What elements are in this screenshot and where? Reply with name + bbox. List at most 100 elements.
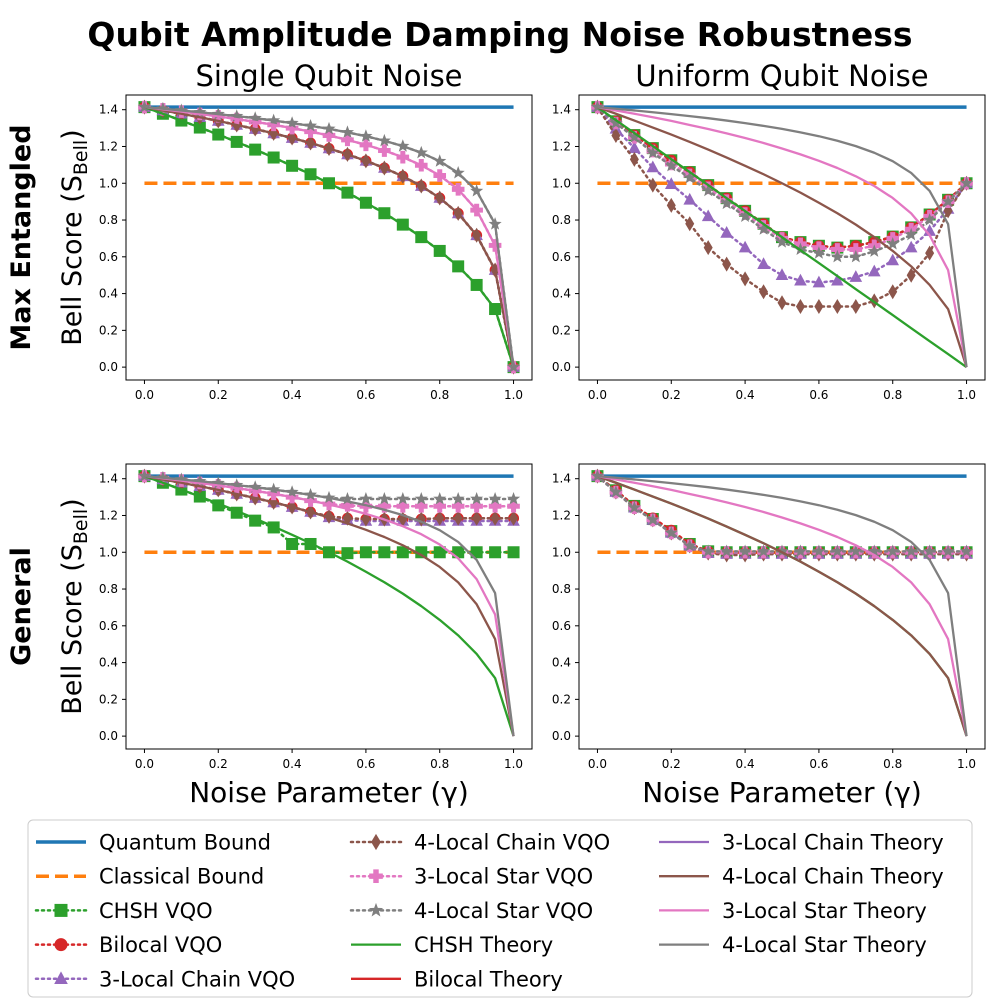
x-tick-label: 1.0 [504,388,523,402]
star4-vqo-point [609,116,623,129]
y-tick-label: 1.4 [552,472,571,486]
chain4-vqo-point [648,177,658,193]
star4-vqo-point [590,100,605,113]
chain3-vqo-point [775,268,789,280]
y-tick-label: 0.2 [552,692,571,706]
legend-marker [369,869,383,884]
y-axis-label: Bell Score (SBell) [57,129,92,345]
star4-vqo-point [959,176,974,189]
x-tick-label: 0.8 [430,388,449,402]
legend-marker [368,902,384,917]
chain4-vqo-point [832,298,842,314]
star4-vqo-point [377,492,391,505]
star4-vqo-point [793,544,808,557]
star4-vqo-point [886,237,900,250]
y-tick-label: 1.0 [99,545,118,559]
legend-item: Bilocal Theory [351,967,563,991]
column-title: Uniform Qubit Noise [635,59,928,93]
chain3-vqo-point [867,264,881,277]
star4-vqo-point [627,500,641,514]
y-tick-label: 0.8 [99,582,118,596]
y-tick-label: 0.2 [99,692,118,706]
star3-theory-line [144,474,515,737]
star3-vqo-point [488,499,502,513]
y-tick-label: 0.6 [552,619,571,633]
star4-vqo-point [904,544,918,557]
chain4-vqo-point [490,510,500,526]
legend-item: CHSH VQO [34,899,213,923]
chain4-vqo-point [759,284,769,300]
x-tick-label: 1.0 [957,388,976,402]
chain4-vqo-point [509,510,519,526]
chain3-vqo-point [886,253,900,266]
chain4-vqo-point [453,510,463,526]
x-tick-label: 0.8 [883,757,902,771]
chain4-vqo-point [629,151,639,167]
chain4-vqo-point [906,267,916,283]
y-tick-label: 1.4 [99,103,118,117]
star3-vqo-point [831,243,844,256]
chain3-vqo-line [596,105,968,284]
x-tick-label: 0.6 [356,757,375,771]
x-tick-label: 0.8 [430,757,449,771]
star4-vqo-point [738,544,752,557]
x-tick-label: 0.0 [135,757,154,771]
star4-vqo-point [738,209,752,222]
star4-vqo-point [849,544,863,557]
star4-vqo-point [701,544,715,557]
chsh-vqo-point [489,546,502,559]
y-tick-label: 0.6 [99,619,118,633]
star4-vqo-point [867,244,881,257]
legend-label: 4-Local Chain Theory [722,865,944,889]
panel-max-entangled-single: 0.0 0.2 0.4 0.6 0.8 1.0 0.0 0.2 0.4 0.6 0.8 1.0 1.2 1… [6,59,533,402]
y-tick-label: 0.2 [552,323,571,337]
y-axis-label: Bell Score (SBell) [57,498,92,714]
legend-label: CHSH VQO [99,899,213,923]
chain4-theory-line [597,106,968,368]
y-tick-label: 0.2 [99,323,118,337]
chain3-vqo-point [646,160,660,173]
chain3-vqo-point [904,240,918,253]
star4-vqo-markers [590,469,974,557]
star4-vqo-point [923,544,937,557]
panel-general-uniform: 0.0 0.2 0.4 0.6 0.8 1.0 0.0 0.2 0.4 0.6 0.8 1.0 1.2 1… [552,463,986,809]
star3-vqo-line [596,105,968,251]
star4-vqo-point [812,246,826,259]
chsh-vqo-point [378,546,391,559]
star4-vqo-point [683,538,697,552]
star4-vqo-point [775,235,789,248]
legend-label: 3-Local Chain VQO [99,967,295,991]
legend-item: 4-Local Chain VQO [349,831,610,855]
legend-item: 3-Local Star Theory [659,899,927,923]
chain3-vqo-point [849,270,863,282]
axes-frame [578,463,986,750]
x-tick-label: 0.0 [135,388,154,402]
star4-vqo-point [451,492,465,505]
x-axis-label: Noise Parameter (γ) [189,776,469,809]
star4-vqo-point [775,544,789,557]
y-tick-label: 0.4 [552,287,571,301]
x-tick-label: 0.2 [662,757,681,771]
chain3-vqo-point [794,273,807,286]
star3-vqo-point [433,499,447,513]
y-tick-label: 0.0 [552,360,571,374]
column-title: Single Qubit Noise [195,59,462,93]
y-tick-label: 0.0 [552,729,571,743]
y-tick-label: 1.4 [552,103,571,117]
y-tick-label: 1.0 [552,545,571,559]
x-tick-label: 0.6 [809,388,828,402]
legend-label: 3-Local Star Theory [722,899,927,923]
y-tick-label: 0.4 [552,656,571,670]
x-tick-label: 0.0 [588,757,607,771]
y-tick-label: 1.0 [99,176,118,190]
star4-vqo-point [609,485,623,498]
y-tick-label: 0.8 [552,582,571,596]
chain4-vqo-point [777,295,787,311]
star3-vqo-point [396,499,410,513]
figure-title: Qubit Amplitude Damping Noise Robustness [87,15,912,54]
x-tick-label: 0.6 [809,757,828,771]
star4-vqo-point [720,544,734,557]
star4-vqo-point [941,544,955,557]
star4-theory-line [144,105,515,368]
